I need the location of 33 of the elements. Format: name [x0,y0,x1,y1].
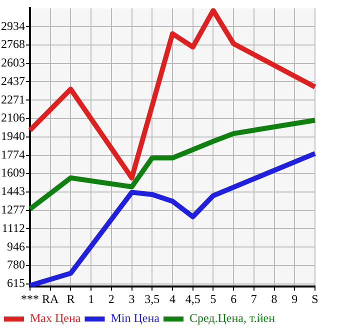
legend-label: Сред.Цена, т.йен [189,311,276,326]
y-tick-label: 1277 [1,202,25,217]
x-tick-label: 2 [108,292,114,306]
y-tick-label: 946 [7,239,25,254]
x-tick-label: *** [21,292,39,306]
x-tick-label: 7 [250,292,257,306]
y-tick-label: 2603 [1,55,25,70]
x-tick-label: 9 [292,292,298,306]
x-tick-label: RA [42,292,60,306]
x-tick-label: R [66,292,75,306]
y-tick-label: 2934 [1,18,25,33]
x-tick-label: 4 [170,292,176,306]
x-tick-label: 3,5 [144,292,160,306]
x-tick-label: 4,5 [185,292,200,306]
x-tick-label: 8 [271,292,278,306]
y-tick-label: 2106 [1,110,25,125]
x-tick-label: 1 [88,292,94,306]
legend-label: Max Цена [30,311,82,326]
y-tick-label: 1774 [1,147,25,162]
x-tick-label: 5 [210,292,216,306]
y-tick-label: 2768 [1,37,25,52]
y-tick-label: 1609 [1,166,25,180]
y-tick-label: 780 [7,258,25,272]
x-tick-label: 6 [230,292,237,306]
x-tick-label: S [312,292,318,306]
legend-label: Min Цена [110,311,160,326]
y-tick-label: 1940 [1,129,25,144]
y-tick-label: 2437 [1,74,25,88]
y-tick-label: 1443 [1,184,25,198]
x-tick-label: 3 [128,292,135,306]
y-tick-label: 1112 [2,220,25,235]
y-tick-label: 2271 [1,92,25,106]
y-tick-label: 615 [7,276,25,290]
